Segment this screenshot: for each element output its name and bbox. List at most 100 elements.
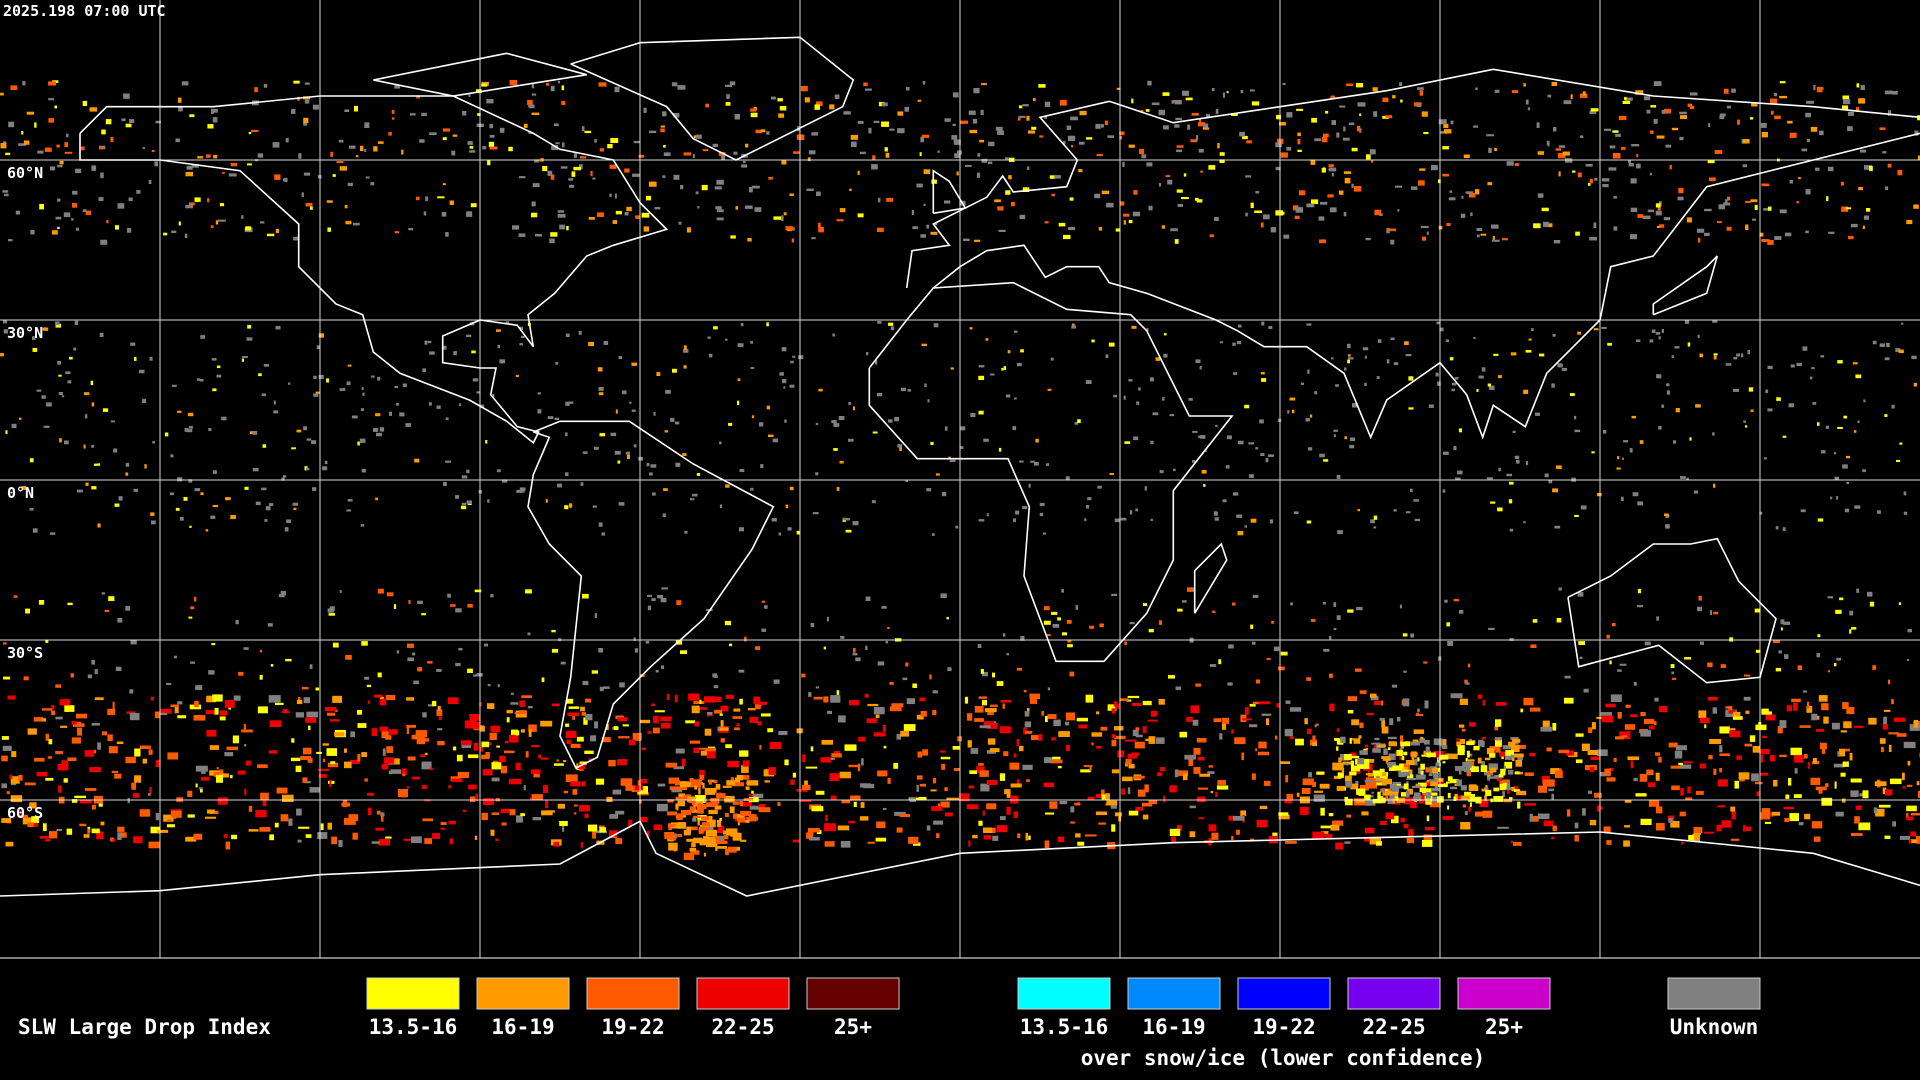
- cloud-pixel: [718, 152, 726, 156]
- cloud-pixel: [1379, 775, 1387, 779]
- cloud-pixel: [450, 604, 456, 607]
- cloud-pixel: [1355, 799, 1366, 803]
- cloud-pixel: [737, 378, 741, 382]
- cloud-pixel: [1014, 753, 1017, 758]
- cloud-pixel: [1566, 750, 1575, 756]
- cloud-pixel: [115, 666, 122, 671]
- cloud-pixel: [1620, 496, 1624, 501]
- cloud-pixel: [553, 841, 560, 847]
- cloud-pixel: [520, 729, 525, 733]
- cloud-pixel: [1421, 754, 1427, 757]
- cloud-pixel: [1885, 186, 1889, 191]
- cloud-pixel: [1807, 701, 1810, 709]
- cloud-pixel: [1523, 389, 1529, 394]
- cloud-pixel: [1070, 144, 1073, 148]
- cloud-pixel: [1091, 732, 1103, 737]
- cloud-pixel: [1589, 110, 1597, 115]
- cloud-pixel: [445, 460, 451, 463]
- cloud-pixel: [692, 817, 697, 822]
- cloud-pixel: [1218, 659, 1222, 665]
- cloud-pixel: [792, 772, 797, 778]
- cloud-pixel: [195, 765, 208, 772]
- cloud-pixel: [849, 188, 852, 191]
- cloud-pixel: [1400, 817, 1405, 823]
- cloud-pixel: [1619, 663, 1627, 666]
- cloud-pixel: [1854, 505, 1861, 509]
- cloud-pixel: [1010, 783, 1022, 788]
- cloud-pixel: [1331, 173, 1334, 177]
- cloud-pixel: [853, 801, 857, 807]
- cloud-pixel: [1421, 788, 1431, 793]
- cloud-pixel: [571, 171, 576, 177]
- cloud-pixel: [414, 458, 420, 463]
- cloud-pixel: [1782, 527, 1786, 531]
- cloud-pixel: [206, 730, 217, 737]
- cloud-pixel: [1884, 414, 1888, 417]
- cloud-pixel: [849, 700, 860, 706]
- cloud-pixel: [385, 836, 392, 839]
- cloud-pixel: [1616, 467, 1621, 470]
- cloud-pixel: [1329, 703, 1335, 711]
- cloud-pixel: [1587, 750, 1599, 755]
- cloud-pixel: [901, 387, 906, 392]
- cloud-pixel: [675, 748, 685, 754]
- cloud-pixel: [647, 605, 651, 611]
- cloud-pixel: [1086, 137, 1093, 140]
- cloud-pixel: [724, 795, 735, 803]
- cloud-pixel: [1762, 735, 1768, 738]
- cloud-pixel: [829, 773, 840, 781]
- cloud-pixel: [1649, 339, 1654, 343]
- cloud-pixel: [683, 152, 692, 156]
- cloud-pixel: [530, 769, 541, 774]
- cloud-pixel: [852, 521, 859, 526]
- cloud-pixel: [1379, 820, 1387, 825]
- cloud-pixel: [1798, 177, 1801, 180]
- cloud-pixel: [739, 750, 749, 757]
- cloud-pixel: [919, 783, 926, 787]
- cloud-pixel: [719, 441, 722, 445]
- cloud-pixel: [1299, 806, 1309, 815]
- cloud-pixel: [1304, 718, 1308, 725]
- cloud-pixel: [557, 803, 565, 809]
- cloud-pixel: [1070, 806, 1075, 813]
- cloud-pixel: [1106, 800, 1118, 806]
- cloud-pixel: [704, 696, 716, 703]
- cloud-pixel: [91, 165, 97, 171]
- cloud-pixel: [1278, 211, 1285, 215]
- cloud-pixel: [1896, 733, 1907, 737]
- cloud-pixel: [33, 717, 43, 722]
- cloud-pixel: [509, 778, 521, 785]
- cloud-pixel: [1423, 661, 1428, 664]
- cloud-pixel: [1601, 178, 1610, 182]
- cloud-pixel: [1466, 741, 1475, 745]
- cloud-pixel: [101, 592, 105, 595]
- cloud-pixel: [1115, 228, 1121, 232]
- cloud-pixel: [1588, 790, 1592, 794]
- cloud-pixel: [1305, 418, 1310, 422]
- cloud-pixel: [1219, 159, 1225, 163]
- cloud-pixel: [1664, 513, 1669, 516]
- cloud-pixel: [1050, 357, 1054, 361]
- cloud-pixel: [692, 800, 696, 806]
- cloud-pixel: [978, 763, 984, 766]
- cloud-pixel: [1419, 787, 1427, 792]
- cloud-pixel: [1449, 357, 1454, 361]
- cloud-pixel: [436, 405, 441, 409]
- cloud-pixel: [1316, 771, 1325, 775]
- cloud-pixel: [1834, 781, 1837, 789]
- cloud-pixel: [1578, 641, 1585, 645]
- cloud-pixel: [970, 413, 976, 418]
- cloud-pixel: [1460, 213, 1466, 218]
- cloud-pixel: [344, 761, 352, 769]
- cloud-pixel: [997, 206, 1004, 211]
- cloud-pixel: [754, 207, 762, 212]
- cloud-pixel: [1412, 796, 1422, 802]
- cloud-pixel: [1506, 161, 1514, 166]
- cloud-pixel: [107, 734, 113, 742]
- cloud-pixel: [1405, 511, 1411, 514]
- cloud-pixel: [1731, 811, 1736, 820]
- cloud-pixel: [436, 709, 443, 716]
- cloud-pixel: [64, 440, 69, 445]
- cloud-pixel: [1476, 389, 1479, 392]
- cloud-pixel: [1446, 781, 1450, 784]
